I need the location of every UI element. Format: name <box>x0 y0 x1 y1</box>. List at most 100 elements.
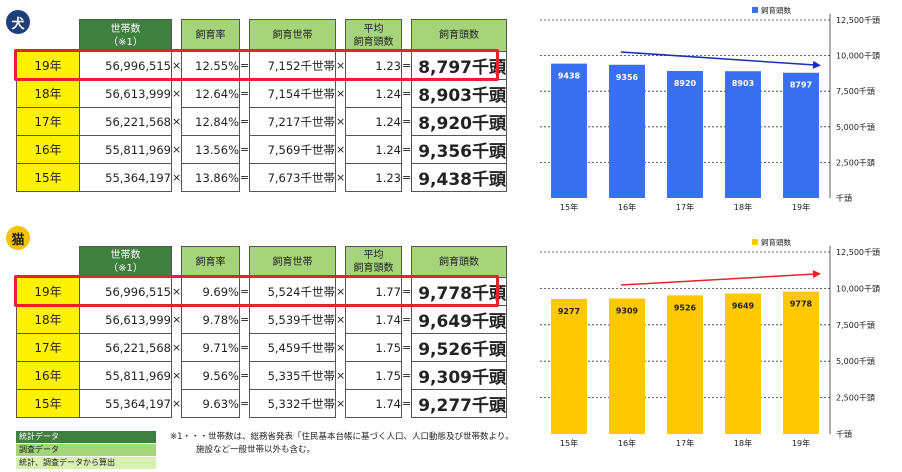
y-tick-label: 7,500千頭 <box>836 86 875 96</box>
equals-sign: = <box>402 313 412 326</box>
rate-cell: 9.63% <box>181 389 240 418</box>
x-tick-label: 19年 <box>792 202 810 212</box>
header-owning-households: 飼育世帯 <box>249 19 336 52</box>
households-cell: 56,221,568 <box>79 107 172 136</box>
trend-arrow-head <box>812 270 821 279</box>
households-cell: 56,613,999 <box>79 79 172 108</box>
owning-cell: 7,152千世帯 <box>249 51 336 80</box>
year-cell: 16年 <box>16 361 80 390</box>
header-rate: 飼育率 <box>181 19 240 52</box>
multiply-sign: × <box>336 341 346 354</box>
data-label: 9356 <box>616 73 639 82</box>
header-blank <box>17 247 80 278</box>
y-tick-label: 7,500千頭 <box>836 320 875 330</box>
households-cell: 56,221,568 <box>79 333 172 362</box>
year-cell: 18年 <box>16 79 80 108</box>
count-cell: 9,649千頭 <box>411 305 507 334</box>
data-label: 9309 <box>616 306 639 315</box>
multiply-sign: × <box>336 59 346 72</box>
header-rate: 飼育率 <box>181 246 240 278</box>
data-label: 9649 <box>732 302 755 311</box>
table-row: 16年 55,811,969 × 9.56% = 5,335千世帯 × 1.75… <box>16 361 507 390</box>
count-cell: 8,797千頭 <box>411 51 507 80</box>
header-count: 飼育頭数 <box>411 19 507 52</box>
header-households: 世帯数 （※1） <box>79 19 172 52</box>
bar <box>783 72 819 198</box>
x-tick-label: 19年 <box>792 438 810 448</box>
legend-calculated: 統計、調査データから算出 <box>16 457 156 469</box>
bar <box>551 63 587 199</box>
average-cell: 1.23 <box>345 51 402 80</box>
legend-label: 飼育頭数 <box>761 5 791 15</box>
year-cell: 19年 <box>16 51 80 80</box>
header-average: 平均 飼育頭数 <box>345 19 402 52</box>
legend-swatch <box>752 7 758 13</box>
trend-arrow-line <box>620 51 816 66</box>
count-cell: 9,277千頭 <box>411 389 507 418</box>
multiply-sign: × <box>336 313 346 326</box>
multiply-sign: × <box>172 313 182 326</box>
x-tick-label: 18年 <box>734 438 752 448</box>
x-tick-label: 18年 <box>734 202 752 212</box>
equals-sign: = <box>402 397 412 410</box>
bar <box>725 293 761 434</box>
trend-arrow-line <box>620 273 816 286</box>
owning-cell: 5,332千世帯 <box>249 389 336 418</box>
data-label: 9438 <box>558 72 581 81</box>
households-cell: 55,811,969 <box>79 135 172 164</box>
cat-bar-chart: 千頭 2,500千頭 5,000千頭 7,500千頭 10,000千頭 12,500千頭 飼… <box>540 237 880 448</box>
bar <box>667 295 703 434</box>
y-tick-label: 12,500千頭 <box>836 247 880 257</box>
average-cell: 1.74 <box>345 389 402 418</box>
dog-calculation-table: 世帯数 （※1） 飼育率 飼育世帯 平均 飼育頭数 飼育頭数 19年 56,996,… <box>16 19 507 192</box>
x-tick-label: 17年 <box>676 202 694 212</box>
multiply-sign: × <box>172 285 182 298</box>
count-cell: 9,309千頭 <box>411 361 507 390</box>
owning-cell: 5,524千世帯 <box>249 277 336 306</box>
average-cell: 1.75 <box>345 333 402 362</box>
data-label: 8920 <box>674 79 697 88</box>
footnote: ※1・・・世帯数は、総務省発表「住民基本台帳に基づく人口、人口動態及び世帯数より… <box>170 431 514 457</box>
legend-swatch <box>752 239 758 245</box>
multiply-sign: × <box>172 59 182 72</box>
y-tick-label: 5,000千頭 <box>836 122 875 132</box>
households-cell: 56,996,515 <box>79 51 172 80</box>
table-row: 17年 56,221,568 × 9.71% = 5,459千世帯 × 1.75… <box>16 333 507 362</box>
table-row: 19年 56,996,515 × 9.69% = 5,524千世帯 × 1.77… <box>16 277 507 306</box>
multiply-sign: × <box>172 341 182 354</box>
legend-label: 飼育頭数 <box>761 237 791 247</box>
y-tick-label: 12,500千頭 <box>836 15 880 25</box>
equals-sign: = <box>240 143 250 156</box>
equals-sign: = <box>240 171 250 184</box>
rate-cell: 13.86% <box>181 163 240 192</box>
count-cell: 9,778千頭 <box>411 277 507 306</box>
owning-cell: 7,217千世帯 <box>249 107 336 136</box>
header-average: 平均 飼育頭数 <box>345 246 402 278</box>
x-tick-label: 16年 <box>618 438 636 448</box>
year-cell: 15年 <box>16 389 80 418</box>
equals-sign: = <box>240 115 250 128</box>
x-tick-label: 15年 <box>560 438 578 448</box>
legend-survey: 調査データ <box>16 444 156 456</box>
year-cell: 16年 <box>16 135 80 164</box>
count-cell: 9,438千頭 <box>411 163 507 192</box>
equals-sign: = <box>402 59 412 72</box>
average-cell: 1.75 <box>345 361 402 390</box>
data-label: 9778 <box>790 300 813 309</box>
footnote-line-1: ※1・・・世帯数は、総務省発表「住民基本台帳に基づく人口、人口動態及び世帯数より… <box>170 432 514 442</box>
equals-sign: = <box>402 87 412 100</box>
table-row: 16年 55,811,969 × 13.56% = 7,569千世帯 × 1.2… <box>16 135 507 164</box>
equals-sign: = <box>240 87 250 100</box>
households-cell: 56,613,999 <box>79 305 172 334</box>
y-tick-label: 5,000千頭 <box>836 356 875 366</box>
dog-bar-chart: 千頭 2,500千頭 5,000千頭 7,500千頭 10,000千頭 12,500千頭 飼… <box>540 5 880 212</box>
cat-badge: 猫 <box>6 226 30 250</box>
count-cell: 8,920千頭 <box>411 107 507 136</box>
table-row: 18年 56,613,999 × 9.78% = 5,539千世帯 × 1.74… <box>16 305 507 334</box>
x-tick-label: 15年 <box>560 202 578 212</box>
footnote-line-2: 施設など一般世帯以外も含む。 <box>196 445 316 455</box>
rate-cell: 12.55% <box>181 51 240 80</box>
x-tick-label: 16年 <box>618 202 636 212</box>
equals-sign: = <box>240 313 250 326</box>
equals-sign: = <box>402 115 412 128</box>
